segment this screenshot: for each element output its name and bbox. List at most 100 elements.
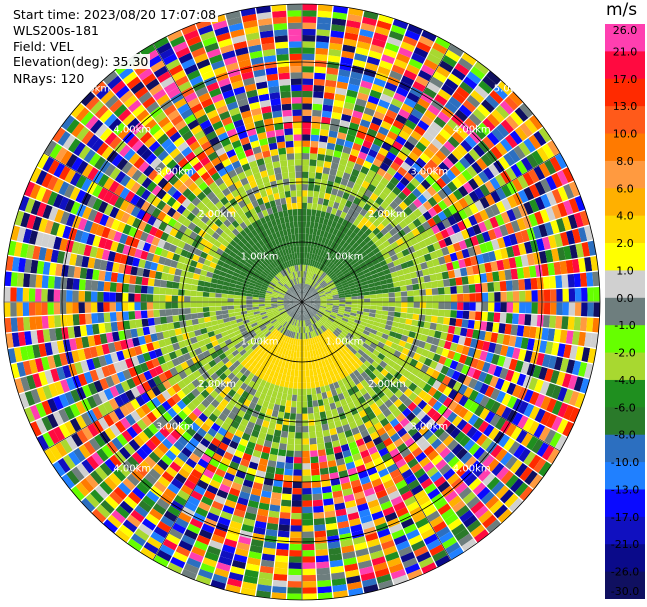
ppi-gate: [417, 214, 427, 224]
ppi-gate: [339, 62, 352, 72]
ppi-gate: [361, 401, 370, 410]
ppi-gate: [353, 163, 363, 172]
ppi-gate: [289, 300, 296, 302]
ppi-gate: [265, 434, 274, 442]
ppi-gate: [468, 284, 476, 293]
ppi-gate: [192, 324, 200, 331]
ppi-gate: [277, 303, 284, 306]
ppi-gate: [484, 262, 493, 273]
ppi-gate: [512, 347, 521, 360]
ppi-gate: [523, 451, 536, 466]
ppi-gate: [398, 220, 408, 229]
ppi-gate: [305, 338, 309, 346]
ppi-gate: [264, 302, 271, 304]
ppi-gate: [541, 143, 555, 159]
ppi-gate: [194, 347, 203, 356]
ppi-gate: [468, 378, 478, 390]
ppi-gate: [363, 291, 370, 296]
ppi-gate: [482, 514, 497, 529]
ppi-gate: [103, 302, 110, 312]
ppi-gate: [321, 392, 328, 400]
ppi-gate: [483, 424, 495, 437]
ppi-gate: [270, 318, 277, 324]
ppi-gate: [205, 342, 214, 350]
ppi-gate: [381, 376, 390, 386]
ppi-gate: [140, 547, 156, 560]
ppi-gate: [340, 152, 350, 161]
ppi-gate: [302, 103, 312, 110]
ppi-gate: [522, 266, 531, 279]
ppi-gate: [360, 321, 367, 327]
ppi-gate: [249, 494, 261, 503]
ppi-gate: [157, 177, 168, 189]
ppi-gate: [303, 308, 306, 315]
ppi-gate: [146, 302, 154, 310]
ppi-gate: [202, 557, 218, 568]
ppi-gate: [231, 247, 240, 255]
ppi-gate: [377, 243, 386, 252]
ppi-gate: [461, 319, 469, 328]
ppi-gate: [359, 356, 367, 364]
ppi-gate: [290, 525, 302, 532]
ppi-gate: [361, 481, 373, 491]
ppi-gate: [277, 281, 284, 287]
ppi-gate: [563, 245, 572, 260]
ppi-gate: [350, 249, 358, 257]
ppi-gate: [29, 183, 41, 200]
ppi-gate: [154, 431, 166, 443]
ppi-gate: [291, 506, 302, 514]
ppi-gate: [313, 505, 324, 513]
ppi-gate: [288, 317, 293, 324]
ppi-gate: [313, 294, 320, 298]
ppi-gate: [279, 347, 285, 355]
ppi-gate: [344, 289, 351, 293]
ppi-gate: [270, 498, 281, 506]
ppi-gate: [24, 258, 33, 273]
ppi-gate: [166, 315, 174, 324]
ppi-gate: [559, 260, 568, 275]
ppi-gate: [561, 216, 572, 231]
ppi-gate: [66, 118, 80, 134]
ppi-gate: [292, 293, 298, 299]
ppi-gate: [148, 270, 157, 279]
ppi-gate: [373, 187, 383, 197]
ppi-gate: [338, 333, 346, 340]
ppi-gate: [42, 329, 51, 343]
ppi-gate: [47, 191, 58, 206]
ppi-gate: [302, 297, 307, 302]
ppi-gate: [72, 302, 79, 314]
ppi-gate: [266, 311, 273, 316]
ppi-gate: [357, 298, 365, 302]
ppi-gate: [310, 324, 315, 331]
ppi-gate: [249, 319, 257, 325]
ppi-gate: [500, 302, 507, 313]
ppi-gate: [147, 215, 157, 226]
ppi-gate: [314, 530, 327, 538]
ppi-gate: [92, 357, 102, 369]
ppi-gate: [227, 411, 237, 421]
ppi-gate: [417, 494, 431, 507]
ppi-gate: [286, 291, 292, 296]
ppi-gate: [167, 562, 183, 574]
ppi-gate: [35, 402, 47, 418]
ppi-gate: [169, 227, 179, 237]
ppi-gate: [71, 157, 84, 172]
ppi-gate: [99, 259, 108, 271]
ppi-gate: [313, 274, 318, 281]
ppi-gate: [145, 513, 160, 526]
ppi-gate: [237, 356, 245, 364]
ppi-gate: [307, 326, 310, 333]
ppi-gate: [403, 523, 418, 535]
ppi-gate: [242, 351, 250, 359]
ppi-gate: [38, 218, 48, 233]
ppi-gate: [341, 113, 352, 122]
ppi-gate: [417, 120, 430, 131]
ppi-gate: [519, 103, 534, 118]
ppi-gate: [209, 306, 216, 312]
ppi-gate: [153, 555, 169, 568]
ppi-gate: [124, 264, 132, 275]
ppi-gate: [214, 495, 226, 505]
ppi-gate: [113, 361, 123, 373]
ppi-gate: [479, 273, 488, 283]
ppi-gate: [302, 543, 315, 551]
